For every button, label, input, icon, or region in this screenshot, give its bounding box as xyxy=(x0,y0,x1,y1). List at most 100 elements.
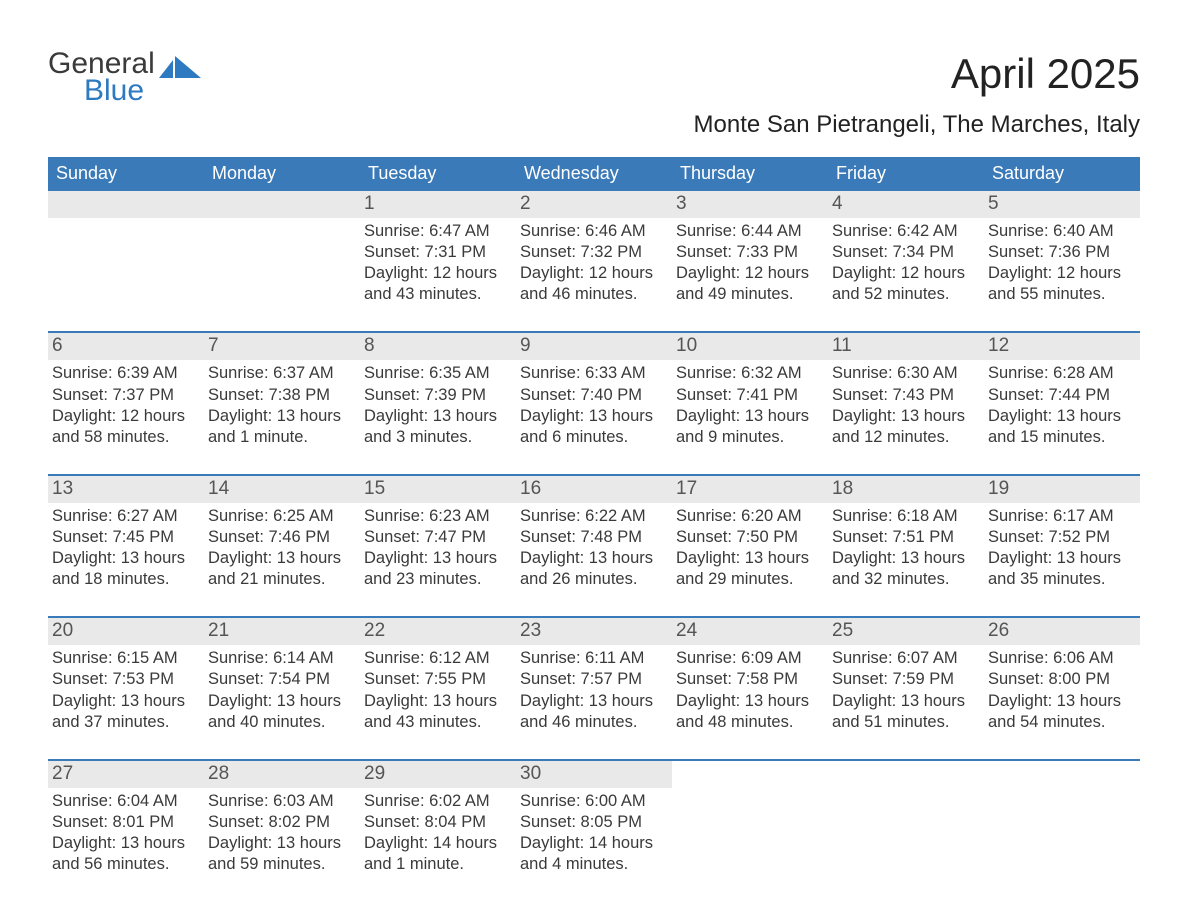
sunset-text: Sunset: 7:51 PM xyxy=(832,527,980,548)
sunrise-text: Sunrise: 6:30 AM xyxy=(832,363,980,384)
calendar-week: 13Sunrise: 6:27 AMSunset: 7:45 PMDayligh… xyxy=(48,474,1140,594)
calendar-day: 13Sunrise: 6:27 AMSunset: 7:45 PMDayligh… xyxy=(48,476,204,594)
sunrise-text: Sunrise: 6:04 AM xyxy=(52,791,200,812)
sunset-text: Sunset: 7:44 PM xyxy=(988,385,1136,406)
sunrise-text: Sunrise: 6:47 AM xyxy=(364,221,512,242)
sunrise-text: Sunrise: 6:44 AM xyxy=(676,221,824,242)
day-number: 6 xyxy=(48,333,204,360)
sunrise-text: Sunrise: 6:03 AM xyxy=(208,791,356,812)
calendar-day: 20Sunrise: 6:15 AMSunset: 7:53 PMDayligh… xyxy=(48,618,204,736)
dl2-text: and 32 minutes. xyxy=(832,569,980,590)
sunset-text: Sunset: 7:46 PM xyxy=(208,527,356,548)
dl2-text: and 37 minutes. xyxy=(52,712,200,733)
calendar-day: 27Sunrise: 6:04 AMSunset: 8:01 PMDayligh… xyxy=(48,761,204,879)
calendar-day: 6Sunrise: 6:39 AMSunset: 7:37 PMDaylight… xyxy=(48,333,204,451)
calendar-day: 26 Sunrise: 6:06 AMSunset: 8:00 PMDayligh… xyxy=(984,618,1140,736)
sunset-text: Sunset: 7:43 PM xyxy=(832,385,980,406)
dow-cell: Saturday xyxy=(984,157,1140,191)
sunrise-text: Sunrise: 6:09 AM xyxy=(676,648,824,669)
dl1-text: Daylight: 13 hours xyxy=(52,691,200,712)
dl1-text: Daylight: 13 hours xyxy=(364,548,512,569)
sunrise-text: Sunrise: 6:12 AM xyxy=(364,648,512,669)
sunrise-text: Sunrise: 6:25 AM xyxy=(208,506,356,527)
sunset-text: Sunset: 7:40 PM xyxy=(520,385,668,406)
calendar-day: 11Sunrise: 6:30 AMSunset: 7:43 PMDayligh… xyxy=(828,333,984,451)
dl1-text: Daylight: 13 hours xyxy=(208,691,356,712)
sunset-text: Sunset: 7:39 PM xyxy=(364,385,512,406)
dl2-text: and 23 minutes. xyxy=(364,569,512,590)
sunrise-text: Sunrise: 6:02 AM xyxy=(364,791,512,812)
calendar-day: 18Sunrise: 6:18 AMSunset: 7:51 PMDayligh… xyxy=(828,476,984,594)
day-number: 28 xyxy=(204,761,360,788)
sunset-text: Sunset: 7:34 PM xyxy=(832,242,980,263)
sunset-text: Sunset: 8:05 PM xyxy=(520,812,668,833)
dl1-text: Daylight: 12 hours xyxy=(676,263,824,284)
sunrise-text: Sunrise: 6:15 AM xyxy=(52,648,200,669)
sunset-text: Sunset: 8:00 PM xyxy=(988,669,1136,690)
dow-cell: Wednesday xyxy=(516,157,672,191)
dl2-text: and 55 minutes. xyxy=(988,284,1136,305)
day-number: 5 xyxy=(984,191,1140,218)
sunset-text: Sunset: 7:47 PM xyxy=(364,527,512,548)
dl1-text: Daylight: 13 hours xyxy=(988,691,1136,712)
calendar-day: 12Sunrise: 6:28 AMSunset: 7:44 PMDayligh… xyxy=(984,333,1140,451)
calendar-day: 19Sunrise: 6:17 AMSunset: 7:52 PMDayligh… xyxy=(984,476,1140,594)
sunrise-text: Sunrise: 6:07 AM xyxy=(832,648,980,669)
dl1-text: Daylight: 12 hours xyxy=(364,263,512,284)
calendar-day xyxy=(984,761,1140,879)
calendar-day: 7Sunrise: 6:37 AMSunset: 7:38 PMDaylight… xyxy=(204,333,360,451)
sunrise-text: Sunrise: 6:28 AM xyxy=(988,363,1136,384)
day-number: 26 xyxy=(984,618,1140,645)
calendar-day: 14Sunrise: 6:25 AMSunset: 7:46 PMDayligh… xyxy=(204,476,360,594)
sunrise-text: Sunrise: 6:06 AM xyxy=(988,648,1136,669)
logo: General Blue xyxy=(48,50,201,105)
day-number: 30 xyxy=(516,761,672,788)
dl2-text: and 6 minutes. xyxy=(520,427,668,448)
day-number: 14 xyxy=(204,476,360,503)
day-of-week-header: SundayMondayTuesdayWednesdayThursdayFrid… xyxy=(48,157,1140,191)
dl2-text: and 26 minutes. xyxy=(520,569,668,590)
sunrise-text: Sunrise: 6:37 AM xyxy=(208,363,356,384)
day-number: 23 xyxy=(516,618,672,645)
calendar-day: 16Sunrise: 6:22 AMSunset: 7:48 PMDayligh… xyxy=(516,476,672,594)
dl2-text: and 1 minute. xyxy=(208,427,356,448)
calendar-day: 2Sunrise: 6:46 AMSunset: 7:32 PMDaylight… xyxy=(516,191,672,309)
calendar-week: 6Sunrise: 6:39 AMSunset: 7:37 PMDaylight… xyxy=(48,331,1140,451)
calendar-day: 28Sunrise: 6:03 AMSunset: 8:02 PMDayligh… xyxy=(204,761,360,879)
sunrise-text: Sunrise: 6:33 AM xyxy=(520,363,668,384)
sunset-text: Sunset: 7:55 PM xyxy=(364,669,512,690)
sunset-text: Sunset: 7:52 PM xyxy=(988,527,1136,548)
dow-cell: Monday xyxy=(204,157,360,191)
day-number: 2 xyxy=(516,191,672,218)
dl2-text: and 56 minutes. xyxy=(52,854,200,875)
day-number: 22 xyxy=(360,618,516,645)
dl1-text: Daylight: 12 hours xyxy=(52,406,200,427)
day-number xyxy=(48,191,204,218)
sunrise-text: Sunrise: 6:42 AM xyxy=(832,221,980,242)
dl2-text: and 46 minutes. xyxy=(520,712,668,733)
calendar-day: 29Sunrise: 6:02 AMSunset: 8:04 PMDayligh… xyxy=(360,761,516,879)
calendar-day xyxy=(48,191,204,309)
sunset-text: Sunset: 8:01 PM xyxy=(52,812,200,833)
dl1-text: Daylight: 13 hours xyxy=(52,833,200,854)
dl1-text: Daylight: 13 hours xyxy=(832,406,980,427)
calendar-day: 3Sunrise: 6:44 AMSunset: 7:33 PMDaylight… xyxy=(672,191,828,309)
sunrise-text: Sunrise: 6:14 AM xyxy=(208,648,356,669)
dl2-text: and 15 minutes. xyxy=(988,427,1136,448)
sunset-text: Sunset: 7:53 PM xyxy=(52,669,200,690)
calendar-day: 10Sunrise: 6:32 AMSunset: 7:41 PMDayligh… xyxy=(672,333,828,451)
day-number: 3 xyxy=(672,191,828,218)
dl1-text: Daylight: 14 hours xyxy=(520,833,668,854)
sunset-text: Sunset: 7:50 PM xyxy=(676,527,824,548)
header: General Blue April 2025 xyxy=(48,50,1140,105)
dl2-text: and 29 minutes. xyxy=(676,569,824,590)
day-number: 7 xyxy=(204,333,360,360)
sunset-text: Sunset: 7:31 PM xyxy=(364,242,512,263)
location-subtitle: Monte San Pietrangeli, The Marches, Ital… xyxy=(48,111,1140,139)
logo-text: General Blue xyxy=(48,50,155,105)
sunrise-text: Sunrise: 6:17 AM xyxy=(988,506,1136,527)
day-number: 4 xyxy=(828,191,984,218)
calendar-day xyxy=(204,191,360,309)
calendar-day: 8Sunrise: 6:35 AMSunset: 7:39 PMDaylight… xyxy=(360,333,516,451)
day-number: 29 xyxy=(360,761,516,788)
